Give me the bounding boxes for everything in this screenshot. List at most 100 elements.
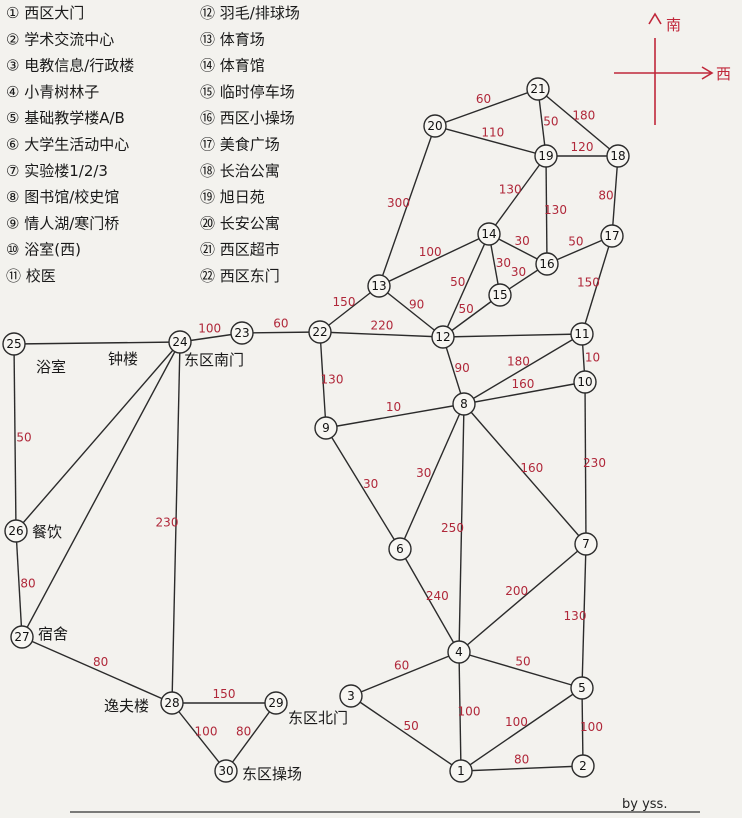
- node-19: 19: [534, 144, 558, 168]
- legend-item: ② 学术交流中心: [6, 30, 114, 48]
- edge-weight-label: 80: [514, 753, 529, 767]
- edge-7-4: [458, 543, 587, 653]
- node-26: 26: [4, 519, 28, 543]
- legend-item: ⑤ 基础教学楼A/B: [6, 109, 125, 127]
- edge-24-27: [21, 341, 181, 638]
- node-27: 27: [10, 625, 34, 649]
- edge-1-2: [460, 765, 584, 772]
- node-11: 11: [570, 322, 594, 346]
- node-circle: [573, 370, 597, 394]
- edge-weight-label: 230: [583, 456, 606, 470]
- edge-15-12: [442, 294, 501, 338]
- node-number-label: 14: [481, 227, 496, 241]
- place-label-25: 浴室: [36, 358, 66, 376]
- node-number-label: 20: [427, 119, 442, 133]
- edge-4-3: [350, 651, 460, 697]
- node-8: 8: [452, 392, 476, 416]
- edge-24-28: [171, 341, 181, 704]
- node-circle: [308, 320, 332, 344]
- edge-weight-label: 90: [409, 298, 424, 312]
- node-number-label: 26: [8, 524, 23, 538]
- node-number-label: 12: [435, 330, 450, 344]
- edge-weight-label: 160: [511, 377, 534, 391]
- edge-weight-label: 150: [213, 687, 236, 701]
- legend-item: ⑪ 校医: [6, 267, 56, 285]
- edge-weight-label: 50: [403, 719, 418, 733]
- edge-weight-label: 150: [577, 275, 600, 289]
- edge-20-13: [378, 125, 436, 287]
- node-number-label: 19: [538, 149, 553, 163]
- edge-25-24: [13, 341, 181, 345]
- edge-weight-label: 130: [321, 372, 344, 386]
- edge-weight-label: 10: [386, 400, 401, 414]
- legend-item: ⑥ 大学生活动中心: [6, 136, 129, 154]
- node-number-label: 22: [312, 325, 327, 339]
- edge-19-14: [488, 155, 547, 235]
- edge-weight-label: 100: [505, 715, 528, 729]
- node-number-label: 15: [492, 288, 507, 302]
- edge-9-8: [325, 403, 465, 429]
- place-label-29: 东区北门: [288, 709, 348, 727]
- node-30: 30: [214, 759, 238, 783]
- edge-weight-label: 50: [568, 235, 583, 249]
- node-circle: [230, 321, 254, 345]
- node-13: 13: [367, 274, 391, 298]
- legend-item: ⑱ 长治公寓: [200, 162, 280, 180]
- edge-weight-label: 100: [458, 704, 481, 718]
- place-label-23: 东区南门: [184, 351, 244, 369]
- node-circle: [2, 332, 26, 356]
- node-number-label: 18: [610, 149, 625, 163]
- node-circle: [570, 676, 594, 700]
- edge-25-26: [13, 343, 17, 532]
- node-20: 20: [423, 114, 447, 138]
- node-circle: [477, 222, 501, 246]
- node-circle: [4, 519, 28, 543]
- edge-3-1: [350, 695, 462, 772]
- legend-item: ⑲ 旭日苑: [200, 188, 265, 206]
- signature: by yss.: [622, 797, 667, 812]
- edge-11-8: [463, 333, 583, 405]
- edge-21-18: [537, 88, 619, 157]
- legend-item: ㉑ 西区超市: [200, 241, 280, 259]
- legend-item: ⑫ 羽毛/排球场: [200, 4, 300, 22]
- edge-weight-label: 50: [543, 114, 558, 128]
- node-number-label: 13: [371, 279, 386, 293]
- edge-weight-label: 30: [514, 234, 529, 248]
- edge-weight-label: 130: [564, 609, 587, 623]
- edge-weight-label: 100: [580, 720, 603, 734]
- edge-24-26: [15, 341, 181, 532]
- node-3: 3: [339, 684, 363, 708]
- edge-weight-label: 30: [496, 256, 511, 270]
- node-number-label: 10: [577, 375, 592, 389]
- node-16: 16: [535, 252, 559, 276]
- edge-weight-label: 150: [333, 295, 356, 309]
- edge-weight-label: 100: [198, 322, 221, 336]
- node-circle: [214, 759, 238, 783]
- node-5: 5: [570, 676, 594, 700]
- edge-weight-label: 50: [16, 430, 31, 444]
- node-circle: [449, 759, 473, 783]
- compass-north-label: 南: [666, 16, 681, 34]
- node-25: 25: [2, 332, 26, 356]
- node-number-label: 2: [579, 759, 587, 773]
- node-number-label: 8: [460, 397, 468, 411]
- edge-21-20: [434, 88, 539, 127]
- edge-weight-label: 230: [156, 515, 179, 529]
- edge-18-17: [611, 155, 619, 237]
- node-circle: [160, 691, 184, 715]
- edge-weight-label: 90: [454, 361, 469, 375]
- compass-east-label: 西: [716, 65, 731, 83]
- node-number-label: 21: [530, 82, 545, 96]
- legend-list: ① 西区大门 ② 学术交流中心 ③ 电教信息/行政楼 ④ 小青树林子 ⑤ 基础教学楼A/…: [6, 4, 300, 285]
- edge-weight-label: 110: [481, 125, 504, 139]
- edge-weight-label: 120: [571, 140, 594, 154]
- edge-weight-label: 60: [476, 92, 491, 106]
- node-number-label: 30: [218, 764, 233, 778]
- node-number-label: 11: [574, 327, 589, 341]
- node-circle: [339, 684, 363, 708]
- node-number-label: 23: [234, 326, 249, 340]
- node-number-label: 6: [396, 542, 404, 556]
- node-circle: [570, 322, 594, 346]
